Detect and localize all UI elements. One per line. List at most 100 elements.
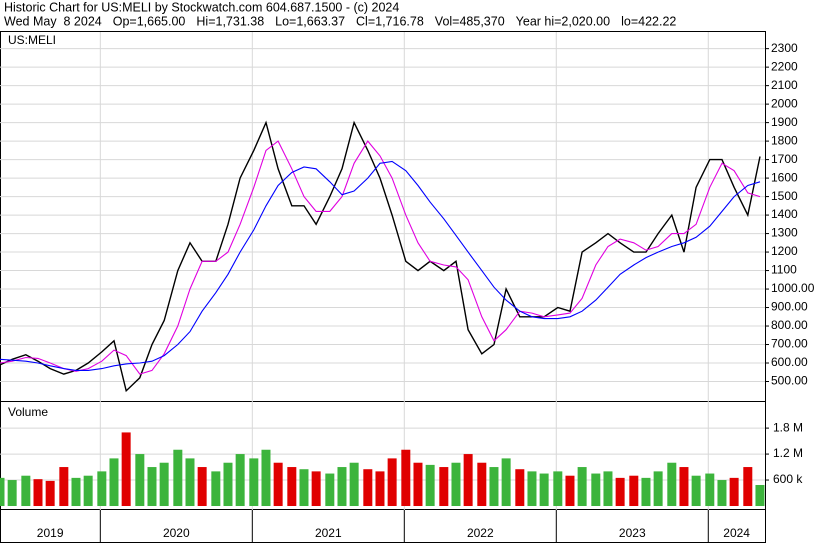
quote-field: Vol=485,370 (435, 14, 505, 28)
volume-bar (249, 458, 259, 506)
volume-bar (679, 467, 689, 506)
price-panel-title: US:MELI (8, 33, 56, 47)
y-tick-label: 1600 (771, 170, 798, 184)
volume-bar (287, 467, 297, 506)
volume-bar (501, 458, 511, 506)
y-tick-label: 1500 (771, 189, 798, 203)
quote-field: Cl=1,716.78 (356, 14, 424, 28)
y-tick-label: 1800 (771, 133, 798, 147)
volume-bar (197, 467, 207, 506)
volume-bar (729, 477, 739, 506)
y-tick-label: 600 k (773, 472, 803, 486)
y-tick-label: 1.8 M (773, 420, 803, 434)
volume-bar (337, 467, 347, 506)
volume-bar (603, 471, 613, 506)
quote-field: Lo=1,663.37 (275, 14, 345, 28)
y-tick-label: 1.2 M (773, 446, 803, 460)
volume-bar (363, 469, 373, 506)
volume-bar (135, 454, 145, 506)
volume-bar (33, 479, 43, 506)
y-tick-label: 1300 (771, 226, 798, 240)
volume-bar (615, 477, 625, 506)
y-tick-label: 2300 (771, 41, 798, 55)
volume-bar (553, 471, 563, 506)
volume-bar (83, 475, 93, 506)
volume-bar (691, 475, 701, 506)
volume-bar (477, 462, 487, 506)
x-tick-label: 2024 (723, 526, 750, 540)
y-tick-label: 2000 (771, 96, 798, 110)
volume-bar (223, 462, 233, 506)
volume-bar (515, 469, 525, 506)
quote-field: Year hi=2,020.00 (516, 14, 610, 28)
volume-bar (273, 462, 283, 506)
volume-bar (539, 473, 549, 506)
moving-average (0, 140, 761, 375)
x-tick-label: 2020 (163, 526, 190, 540)
y-tick-label: 500.00 (771, 374, 808, 388)
y-tick-label: 2100 (771, 78, 798, 92)
price-line (0, 120, 761, 393)
volume-bar (21, 475, 31, 506)
x-tick-label: 2023 (619, 526, 646, 540)
y-tick-label: 1900 (771, 115, 798, 129)
volume-bar (71, 477, 81, 506)
x-tick-label: 2019 (37, 526, 64, 540)
y-tick-label: 600.00 (771, 355, 808, 369)
volume-bar (147, 467, 157, 506)
volume-bar (45, 480, 55, 506)
quote-field: Wed May 8 2024 (4, 14, 102, 28)
volume-bar (185, 458, 195, 506)
y-tick-label: 1400 (771, 207, 798, 221)
volume-bar (97, 471, 107, 506)
volume-bar (121, 432, 131, 506)
volume-bar (705, 473, 715, 506)
y-tick-label: 900.00 (771, 300, 808, 314)
volume-bar (413, 462, 423, 506)
volume-bar (527, 471, 537, 506)
volume-bar (565, 475, 575, 506)
volume-bar (591, 473, 601, 506)
y-tick-label: 1100 (771, 263, 797, 277)
volume-bar (743, 467, 753, 506)
header-quote: Wed May 8 2024 Op=1,665.00 Hi=1,731.38 Lo=1… (4, 14, 676, 28)
volume-bar (59, 467, 69, 506)
volume-bar (439, 467, 449, 506)
moving-average (0, 160, 761, 371)
quote-field: Hi=1,731.38 (196, 14, 264, 28)
volume-bar (211, 471, 221, 506)
volume-bar (451, 462, 461, 506)
y-tick-label: 2200 (771, 59, 798, 73)
volume-bar (489, 467, 499, 506)
y-tick-label: 800.00 (771, 318, 808, 332)
volume-bar (261, 449, 271, 506)
x-tick-label: 2022 (467, 526, 494, 540)
volume-bar (667, 462, 677, 506)
volume-bar (299, 469, 309, 506)
volume-bar (0, 477, 5, 506)
volume-bar (641, 477, 651, 506)
volume-panel-title: Volume (8, 405, 48, 419)
volume-bar (463, 454, 473, 506)
y-tick-label: 1000.00 (771, 281, 815, 295)
volume-bar (159, 462, 169, 506)
volume-bar (629, 475, 639, 506)
volume-bar (109, 458, 119, 506)
volume-bar (577, 467, 587, 506)
volume-bar (325, 473, 335, 506)
volume-bar (387, 458, 397, 506)
volume-bar (717, 480, 727, 506)
x-tick-label: 2021 (315, 526, 342, 540)
y-tick-label: 1700 (771, 152, 798, 166)
volume-bar (375, 471, 385, 506)
volume-bar (311, 471, 321, 506)
quote-field: Op=1,665.00 (113, 14, 186, 28)
volume-bar (653, 471, 663, 506)
header-title: Historic Chart for US:MELI by Stockwatch… (4, 0, 399, 14)
quote-field: lo=422.22 (621, 14, 676, 28)
volume-bar (173, 449, 183, 506)
volume-bar (425, 464, 435, 506)
volume-bar (401, 449, 411, 506)
volume-bar (755, 484, 765, 506)
